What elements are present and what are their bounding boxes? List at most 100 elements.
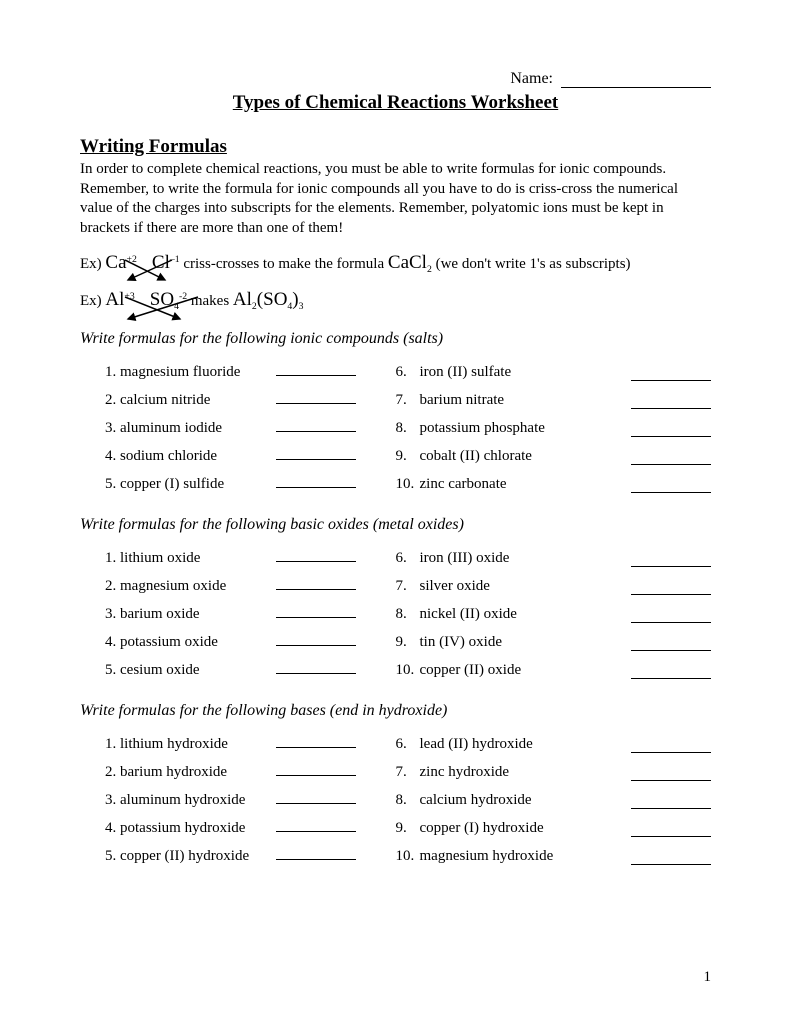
item-number: 6.: [396, 363, 420, 381]
answer-blank[interactable]: [276, 459, 356, 460]
compound-item: 6.lead (II) hydroxide: [396, 730, 712, 758]
answer-blank[interactable]: [276, 859, 356, 860]
item-number: 10.: [396, 661, 420, 679]
compound-label: copper (I) hydroxide: [420, 819, 632, 837]
ex1-tail: (we don't write 1's as subscripts): [436, 256, 631, 272]
worksheet-page: Name: Types of Chemical Reactions Worksh…: [0, 0, 791, 1024]
compound-label: magnesium fluoride: [120, 363, 270, 381]
compound-item: copper (II) hydroxide: [120, 842, 396, 870]
answer-blank[interactable]: [631, 763, 711, 781]
answer-blank[interactable]: [631, 819, 711, 837]
item-number: 10.: [396, 475, 420, 493]
item-number: 8.: [396, 419, 420, 437]
answer-blank[interactable]: [276, 617, 356, 618]
answer-blank[interactable]: [631, 633, 711, 651]
answer-blank[interactable]: [631, 391, 711, 409]
ex2-r1: Al: [233, 289, 252, 310]
answer-blank[interactable]: [276, 487, 356, 488]
compound-two-col: lithium hydroxide barium hydroxide aluminu…: [80, 730, 711, 870]
compound-label: cobalt (II) chlorate: [420, 447, 632, 465]
compound-item: cesium oxide: [120, 656, 396, 684]
item-number: 10.: [396, 847, 420, 865]
compound-label: sodium chloride: [120, 447, 270, 465]
answer-blank[interactable]: [276, 589, 356, 590]
name-blank[interactable]: [561, 87, 711, 88]
ex1-result-pre: CaCl: [388, 252, 427, 273]
group-heading: Write formulas for the following ionic c…: [80, 330, 711, 348]
answer-blank[interactable]: [276, 403, 356, 404]
compound-label: calcium hydroxide: [420, 791, 632, 809]
item-number: 9.: [396, 633, 420, 651]
compound-item: aluminum hydroxide: [120, 786, 396, 814]
compound-label: copper (II) hydroxide: [120, 847, 270, 865]
compound-item: 9.cobalt (II) chlorate: [396, 442, 712, 470]
answer-blank[interactable]: [631, 577, 711, 595]
answer-blank[interactable]: [631, 447, 711, 465]
answer-blank[interactable]: [631, 549, 711, 567]
answer-blank[interactable]: [631, 605, 711, 623]
compound-item: lithium oxide: [120, 544, 396, 572]
answer-blank[interactable]: [276, 375, 356, 376]
compound-label: lithium hydroxide: [120, 735, 270, 753]
compound-label: lithium oxide: [120, 549, 270, 567]
compound-item: copper (I) sulfide: [120, 470, 396, 498]
ex2-ion2: SO: [150, 289, 174, 310]
compound-label: aluminum hydroxide: [120, 791, 270, 809]
answer-blank[interactable]: [276, 561, 356, 562]
compound-item: 7.zinc hydroxide: [396, 758, 712, 786]
compound-list-right: 6.lead (II) hydroxide7.zinc hydroxide8.c…: [396, 730, 712, 870]
compound-label: copper (II) oxide: [420, 661, 632, 679]
compound-item: 6.iron (II) sulfate: [396, 358, 712, 386]
compound-item: 8.calcium hydroxide: [396, 786, 712, 814]
compound-label: calcium nitride: [120, 391, 270, 409]
ex1-prefix: Ex): [80, 256, 102, 272]
compound-label: copper (I) sulfide: [120, 475, 270, 493]
ex2-rmid: (SO: [257, 289, 288, 310]
compound-item: 6.iron (III) oxide: [396, 544, 712, 572]
answer-blank[interactable]: [276, 747, 356, 748]
compound-item: 7.barium nitrate: [396, 386, 712, 414]
compound-item: barium hydroxide: [120, 758, 396, 786]
section-heading: Writing Formulas: [80, 136, 711, 158]
answer-blank[interactable]: [631, 661, 711, 679]
ex2-ion1: Al: [105, 289, 124, 310]
compound-label: potassium phosphate: [420, 419, 632, 437]
compound-item: lithium hydroxide: [120, 730, 396, 758]
compound-item: 7.silver oxide: [396, 572, 712, 600]
answer-blank[interactable]: [276, 775, 356, 776]
ex2-ion2-sub: 4: [174, 301, 179, 312]
compound-list-right: 6.iron (II) sulfate7.barium nitrate 8.pot…: [396, 358, 712, 498]
ex2-ion1-charge: +3: [124, 291, 134, 302]
example-2: Ex) Al+3 SO4-2 makes Al2(SO4)3: [80, 289, 711, 312]
answer-blank[interactable]: [276, 673, 356, 674]
compound-label: aluminum iodide: [120, 419, 270, 437]
answer-blank[interactable]: [631, 735, 711, 753]
answer-blank[interactable]: [276, 431, 356, 432]
compound-item: magnesium oxide: [120, 572, 396, 600]
compound-list-right: 6.iron (III) oxide7.silver oxide8.nickel…: [396, 544, 712, 684]
answer-blank[interactable]: [276, 831, 356, 832]
item-number: 7.: [396, 391, 420, 409]
answer-blank[interactable]: [276, 645, 356, 646]
compound-item: aluminum iodide: [120, 414, 396, 442]
item-number: 9.: [396, 819, 420, 837]
item-number: 8.: [396, 791, 420, 809]
ex2-ion2-charge: -2: [179, 291, 187, 302]
compound-item: barium oxide: [120, 600, 396, 628]
answer-blank[interactable]: [631, 847, 711, 865]
compound-label: magnesium oxide: [120, 577, 270, 595]
ex1-result-sub: 2: [427, 264, 432, 275]
ex2-rsub3: 3: [299, 301, 304, 312]
item-number: 9.: [396, 447, 420, 465]
answer-blank[interactable]: [631, 363, 711, 381]
compound-label: potassium hydroxide: [120, 819, 270, 837]
answer-blank[interactable]: [631, 475, 711, 493]
answer-blank[interactable]: [276, 803, 356, 804]
answer-blank[interactable]: [631, 791, 711, 809]
ex2-mid: makes: [191, 293, 233, 309]
compound-item: 9.tin (IV) oxide: [396, 628, 712, 656]
compound-list-left: lithium hydroxide barium hydroxide aluminu…: [80, 730, 396, 870]
answer-blank[interactable]: [631, 419, 711, 437]
name-field-row: Name:: [80, 70, 711, 88]
compound-label: barium hydroxide: [120, 763, 270, 781]
